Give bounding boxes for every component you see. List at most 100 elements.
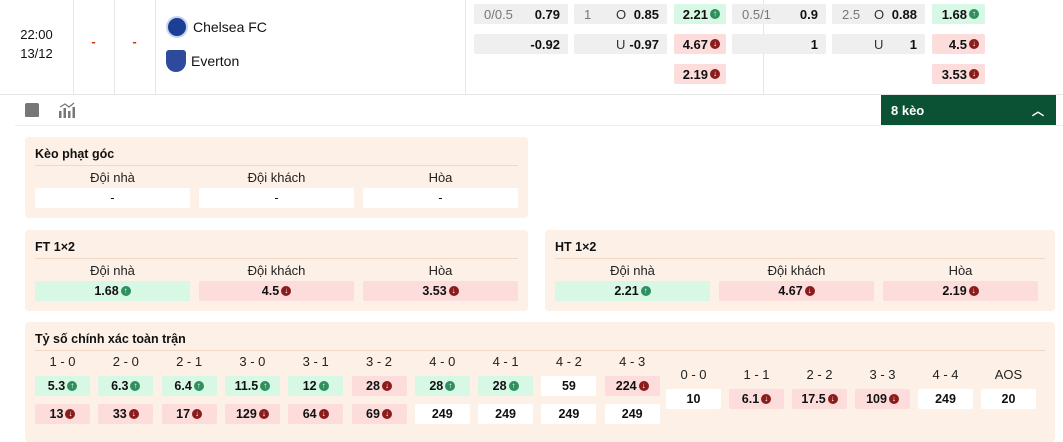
score-odds[interactable]: 249 [478,404,534,424]
score-odds[interactable]: 28 ↓ [351,376,407,396]
trend-down-icon: ↓ [192,409,203,419]
trend-up-icon: ↑ [640,286,651,296]
score-col: 2 - 1 6.4 ↑ 17 ↓ [161,354,217,424]
odds-cell[interactable]: 4.67 ↓ [674,34,726,54]
text: 59 [561,379,576,393]
odds-cell[interactable]: 2.5 O 0.88 [832,4,925,24]
text: 3.53 [422,284,447,298]
text: 17.5 [801,392,826,406]
score-odds[interactable]: 249 [541,404,597,424]
text: Đội nhà [90,263,135,278]
trend-down-icon: ↓ [888,394,899,404]
score-col: 3 - 0 11.5 ↑ 129 ↓ [224,354,280,424]
match-time: 22:00 [20,27,53,42]
text: U [616,36,626,52]
score-odds[interactable]: 129 ↓ [224,404,280,424]
score-odds[interactable]: 6.4 ↑ [161,376,217,396]
trend-up-icon: ↑ [318,381,329,391]
score-odds[interactable]: 6.1 ↓ [729,389,784,409]
text: 0.5/1 [742,6,771,22]
text: 0/0.5 [484,6,513,22]
text: 249 [495,407,517,421]
odds-cell[interactable]: 4.5 ↓ [932,34,985,54]
text: 1 - 1 [743,367,770,382]
odds-cell[interactable]: 1 [732,34,826,54]
score-odds[interactable]: 13 ↓ [35,404,90,424]
score-odds[interactable]: 28 ↑ [478,376,534,396]
away-team[interactable]: Everton [166,50,239,72]
odds-cell[interactable]: 2.21 ↑ [674,4,726,24]
odds-value[interactable]: 4.5 ↓ [199,281,354,301]
text: 2 - 1 [176,354,203,369]
text: 2.19 [682,66,708,82]
text: O [616,6,627,22]
score-odds[interactable]: 6.3 ↑ [98,376,154,396]
score-col: 3 - 1 12 ↑ 64 ↓ [288,354,344,424]
text: 0.88 [891,6,917,22]
stats-icon[interactable] [58,102,76,118]
score-odds[interactable]: 20 [981,389,1036,409]
text: 224 [615,379,637,393]
text: 0.85 [633,6,659,22]
odds-value[interactable]: 1.68 ↑ [35,281,190,301]
score-odds[interactable]: 109 ↓ [855,389,910,409]
text: 3 - 2 [365,354,392,369]
score-odds[interactable]: 17.5 ↓ [792,389,847,409]
text: -0.92 [530,36,560,52]
odds-value[interactable]: 2.21 ↑ [555,281,710,301]
odds-value[interactable]: 4.67 ↓ [719,281,874,301]
odds-cell[interactable]: -0.92 [474,34,568,54]
score-odds[interactable]: 249 [604,404,660,424]
odds-value[interactable]: 2.19 ↓ [883,281,1038,301]
odds-cell[interactable]: 1.68 ↑ [932,4,985,24]
odds-cell[interactable]: U -0.97 [574,34,667,54]
trend-down-icon: ↓ [968,286,979,296]
score-odds[interactable]: 5.3 ↑ [35,376,90,396]
score-odds[interactable]: 224 ↓ [604,376,660,396]
text: Tỷ số chính xác toàn trận [35,332,186,346]
odds-cell[interactable]: 0.5/1 0.9 [732,4,826,24]
text: 11.5 [234,379,259,393]
score-odds[interactable]: 59 [541,376,597,396]
score-odds[interactable]: 17 ↓ [161,404,217,424]
score-odds[interactable]: 249 [918,389,973,409]
odds-value[interactable]: 3.53 ↓ [363,281,518,301]
odds-value[interactable]: - [363,188,518,208]
text: Đội nhà [90,170,135,185]
text: 8 kèo [891,102,925,118]
trend-down-icon: ↓ [710,39,720,49]
score-odds[interactable]: 11.5 ↑ [224,376,280,396]
text: Hòa [948,263,973,278]
text: Đội nhà [610,263,655,278]
score-odds[interactable]: 10 [666,389,721,409]
text: 1.68 [94,284,119,298]
text: 3 - 1 [302,354,329,369]
odds-cell[interactable]: 3.53 ↓ [932,64,985,84]
score-odds[interactable]: 28 ↑ [414,376,470,396]
trend-down-icon: ↓ [969,69,979,79]
match-date: 13/12 [20,46,53,61]
text: 28 [429,379,444,393]
odds-value[interactable]: - [35,188,190,208]
more-odds-button[interactable]: 8 kèo ︿ [881,95,1056,125]
score-odds[interactable]: 249 [414,404,470,424]
text: 4.67 [682,36,708,52]
odds-cell[interactable]: 2.19 ↓ [674,64,726,84]
text: Đội khách [767,263,826,278]
trend-down-icon: ↓ [638,381,649,391]
score-odds[interactable]: 69 ↓ [351,404,407,424]
score-odds[interactable]: 33 ↓ [98,404,154,424]
market-col: Đội khách - [199,170,354,208]
odds-cell[interactable]: 0/0.5 0.79 [474,4,568,24]
text: 4 - 3 [619,354,646,369]
odds-cell[interactable]: 1 O 0.85 [574,4,667,24]
score-odds[interactable]: 64 ↓ [288,404,344,424]
text: 1.68 [941,6,967,22]
home-team[interactable]: Chelsea FC [166,16,267,38]
odds-value[interactable]: - [199,188,354,208]
text: 249 [621,407,643,421]
score-odds[interactable]: 12 ↑ [288,376,344,396]
score-col: 4 - 3 224 ↓ 249 [604,354,660,424]
shirt-icon[interactable] [25,103,39,117]
